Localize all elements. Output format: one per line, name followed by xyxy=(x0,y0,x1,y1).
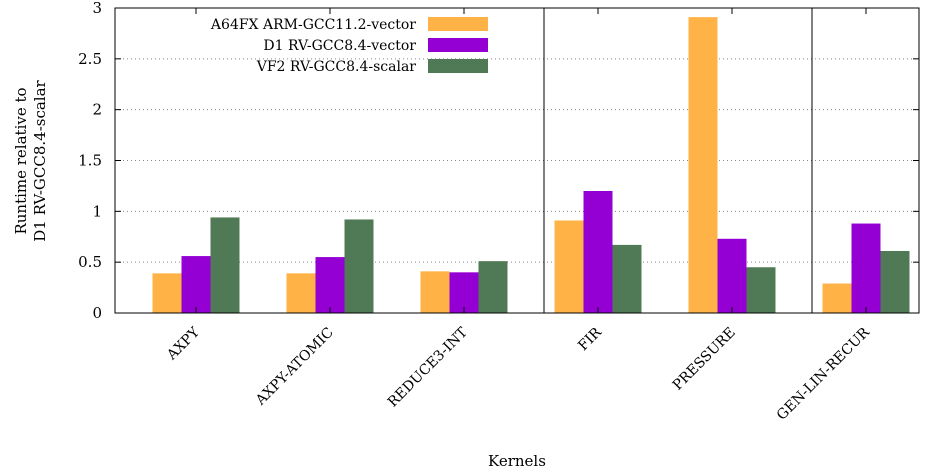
bar-axpy-atomic-series-1 xyxy=(286,273,316,313)
y-axis-title-line2: D1 RV-GCC8.4-scalar xyxy=(31,79,49,241)
bar-fir-series-2 xyxy=(583,191,613,313)
y-tick-label: 1 xyxy=(92,202,102,220)
bar-reduce3-int-series-2 xyxy=(449,272,479,313)
y-tick-label: 3 xyxy=(92,0,102,17)
y-tick-label: 2 xyxy=(92,101,102,119)
bar-axpy-series-1 xyxy=(152,273,182,313)
x-axis-title: Kernels xyxy=(488,452,546,470)
bar-axpy-series-3 xyxy=(210,217,240,313)
y-axis-title-line1: Runtime relative to xyxy=(12,87,30,234)
legend-label: VF2 RV-GCC8.4-scalar xyxy=(256,59,417,75)
legend: A64FX ARM-GCC11.2-vector D1 RV-GCC8.4-vec… xyxy=(210,17,488,75)
bar-gen-lin-recur-series-2 xyxy=(851,223,881,313)
legend-swatch xyxy=(428,38,488,52)
bar-axpy-series-2 xyxy=(181,256,211,313)
legend-swatch xyxy=(428,17,488,31)
bar-gen-lin-recur-series-3 xyxy=(880,250,910,313)
bar-fir-series-3 xyxy=(612,244,642,313)
y-tick-label: 1.5 xyxy=(78,152,102,170)
y-tick-label: 2.5 xyxy=(78,50,102,68)
bar-fir-series-1 xyxy=(554,220,584,313)
legend-label: A64FX ARM-GCC11.2-vector xyxy=(210,17,416,33)
bar-axpy-atomic-series-3 xyxy=(344,219,374,313)
bar-gen-lin-recur-series-1 xyxy=(822,283,852,313)
bars xyxy=(152,17,910,314)
y-axis: 0 0.5 1 1.5 2 2.5 3 xyxy=(78,0,919,322)
bar-pressure-series-1 xyxy=(688,17,718,314)
bar-axpy-atomic-series-2 xyxy=(315,257,345,313)
group-separators xyxy=(543,8,813,313)
bar-reduce3-int-series-3 xyxy=(478,261,508,313)
legend-label: D1 RV-GCC8.4-vector xyxy=(263,38,416,54)
bar-pressure-series-2 xyxy=(717,238,747,313)
legend-swatch xyxy=(428,59,488,73)
bar-pressure-series-3 xyxy=(746,267,776,313)
bar-reduce3-int-series-1 xyxy=(420,271,450,313)
y-tick-label: 0.5 xyxy=(78,253,102,271)
y-tick-label: 0 xyxy=(92,304,102,322)
